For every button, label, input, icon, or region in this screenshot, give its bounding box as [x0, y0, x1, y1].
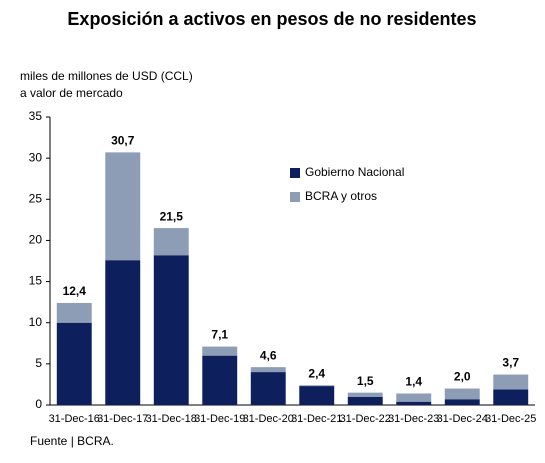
y-tick-label: 0	[35, 397, 42, 411]
y-tick-label: 5	[35, 356, 42, 370]
total-label: 2,0	[454, 370, 471, 384]
x-tick-label: 31-Dec-23	[388, 413, 439, 425]
bar-segment	[347, 396, 383, 405]
bar-segment	[299, 385, 335, 387]
bar-segment	[299, 386, 335, 405]
x-tick-label: 31-Dec-19	[194, 413, 245, 425]
y-tick-label: 25	[29, 191, 43, 205]
legend-label: BCRA y otros	[305, 189, 377, 203]
total-label: 4,6	[260, 348, 277, 362]
bar-segment	[493, 389, 529, 405]
bar-segment	[250, 372, 286, 405]
bar-segment	[493, 374, 529, 390]
y-tick-label: 15	[29, 274, 43, 288]
x-tick-label: 31-Dec-16	[49, 413, 100, 425]
total-label: 2,4	[308, 366, 325, 380]
y-tick-label: 10	[29, 315, 43, 329]
bar-segment	[105, 152, 141, 261]
bar-segment	[347, 392, 383, 397]
x-tick-label: 31-Dec-22	[340, 413, 391, 425]
y-axis-label: miles de millones de USD (CCL)	[20, 69, 193, 83]
legend-swatch	[290, 192, 300, 202]
total-label: 1,4	[405, 375, 422, 389]
bar-segment	[444, 388, 480, 400]
total-label: 30,7	[111, 134, 135, 148]
x-tick-label: 31-Dec-20	[243, 413, 294, 425]
bar-segment	[396, 393, 432, 402]
x-tick-label: 31-Dec-24	[437, 413, 488, 425]
bar-segment	[250, 367, 286, 373]
bar-segment	[56, 322, 92, 405]
x-tick-label: 31-Dec-21	[291, 413, 342, 425]
total-label: 7,1	[211, 328, 228, 342]
bar-segment	[105, 260, 141, 405]
bar-segment	[396, 401, 432, 405]
x-tick-label: 31-Dec-18	[146, 413, 197, 425]
total-label: 3,7	[502, 356, 519, 370]
bar-segment	[153, 228, 189, 256]
bar-segment	[202, 346, 238, 356]
bar-segment	[444, 399, 480, 405]
chart-title: Exposición a activos en pesos de no resi…	[67, 9, 476, 29]
bar-segment	[153, 255, 189, 405]
total-label: 12,4	[63, 284, 87, 298]
x-tick-label: 31-Dec-25	[485, 413, 536, 425]
bar-segment	[56, 302, 92, 323]
source: Fuente | BCRA.	[30, 434, 114, 448]
bar-segment	[202, 355, 238, 405]
legend-label: Gobierno Nacional	[305, 165, 404, 179]
y-tick-label: 30	[29, 150, 43, 164]
legend-swatch	[290, 168, 300, 178]
total-label: 21,5	[160, 209, 184, 223]
x-tick-label: 31-Dec-17	[97, 413, 148, 425]
y-tick-label: 20	[29, 233, 43, 247]
y-axis-label: a valor de mercado	[20, 86, 123, 100]
total-label: 1,5	[357, 374, 374, 388]
y-tick-label: 35	[29, 109, 43, 123]
